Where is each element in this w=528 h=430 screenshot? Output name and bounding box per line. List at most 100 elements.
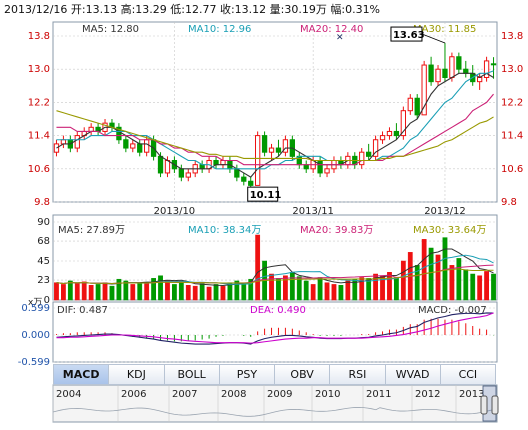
volume-bar <box>116 278 122 301</box>
volume-ma-legend: MA20: 39.83万 <box>300 225 373 236</box>
volume-tick: 68 <box>37 236 50 247</box>
timeline-year-label: 2010 <box>315 389 340 400</box>
volume-bar <box>484 271 489 301</box>
candle-body <box>428 64 434 83</box>
candle-body <box>366 151 372 157</box>
candle-body <box>393 130 400 137</box>
volume-bar <box>220 285 226 301</box>
timeline-year-label: 2008 <box>221 389 246 400</box>
volume-bar <box>324 282 330 301</box>
price-tick-right: 12.2 <box>501 97 523 108</box>
volume-tick: 23 <box>37 275 50 286</box>
volume-tick: 0 <box>44 295 50 306</box>
price-ma30-line <box>56 110 494 162</box>
volume-bar <box>199 283 205 301</box>
candle-body <box>241 176 247 182</box>
tab-macd[interactable]: MACD <box>53 365 110 384</box>
price-tick-right: 9.8 <box>501 197 517 208</box>
candle-body <box>248 180 254 186</box>
volume-bar <box>310 284 316 301</box>
tab-boll[interactable]: BOLL <box>164 365 220 384</box>
candle-body <box>324 168 330 174</box>
price-tick-left: 11.4 <box>28 131 50 142</box>
volume-bar <box>456 258 462 301</box>
timeline-year-label: 2006 <box>121 389 146 400</box>
volume-bar <box>172 284 177 301</box>
price-ma-legend: MA20: 12.40 <box>300 24 363 35</box>
candle-body <box>463 68 469 74</box>
volume-bar <box>276 278 281 301</box>
tab-psy[interactable]: PSY <box>219 365 275 384</box>
volume-bar <box>289 272 295 301</box>
volume-ma-legend: MA30: 33.64万 <box>413 225 486 236</box>
volume-bar <box>67 280 73 301</box>
macd-panel-frame <box>52 301 498 363</box>
volume-bar <box>269 273 274 301</box>
candle-body <box>268 147 275 153</box>
timeline-year-label: 2007 <box>172 389 197 400</box>
macd-legend: MACD: -0.007 <box>418 305 487 316</box>
low-annotation: 10.11 <box>250 190 282 201</box>
volume-bar <box>477 275 483 301</box>
price-tick-right: 13.0 <box>501 64 523 75</box>
volume-bar <box>213 284 219 301</box>
volume-bar <box>435 254 441 301</box>
tab-wvad[interactable]: WVAD <box>385 365 441 384</box>
volume-bar <box>61 284 66 301</box>
candle-body <box>185 172 191 178</box>
volume-bar <box>123 280 129 301</box>
macd-tick: 0.000 <box>21 330 50 341</box>
timeline-right-handle[interactable] <box>491 395 499 415</box>
candle-body <box>303 164 309 170</box>
candle-body <box>372 139 379 157</box>
candle-body <box>407 97 413 112</box>
volume-bar <box>331 284 337 301</box>
volume-bar <box>241 283 247 301</box>
price-tick-left: 13.8 <box>28 31 50 42</box>
candle-body <box>442 68 448 78</box>
timeline-year-label: 2009 <box>267 389 292 400</box>
candle-body <box>379 135 386 141</box>
volume-bar <box>373 273 378 301</box>
candle-body <box>88 126 94 132</box>
volume-bar <box>449 265 455 301</box>
candle-body <box>178 168 184 178</box>
tab-kdj[interactable]: KDJ <box>109 365 165 384</box>
tab-rsi[interactable]: RSI <box>330 365 386 384</box>
price-tick-right: 11.4 <box>501 131 523 142</box>
high-annotation-leader <box>421 33 446 44</box>
price-ma20-line <box>56 93 494 166</box>
timeline-left-handle[interactable] <box>480 395 488 415</box>
candle-body <box>74 135 80 149</box>
price-ma-legend: MA10: 12.96 <box>188 24 251 35</box>
candle-body <box>359 151 365 166</box>
volume-bar <box>317 277 323 301</box>
volume-bar <box>158 275 163 301</box>
date-tick-label: 2013/12 <box>424 206 466 217</box>
volume-bar <box>165 280 170 301</box>
volume-bar <box>234 280 240 301</box>
price-tick-right: 13.8 <box>501 31 523 42</box>
volume-bar <box>81 281 87 301</box>
date-tick-label: 2013/11 <box>292 206 334 217</box>
macd-tick: 0.599 <box>21 303 50 314</box>
volume-bar <box>296 276 302 301</box>
volume-bar <box>338 285 344 301</box>
volume-bar <box>206 286 212 301</box>
tab-obv[interactable]: OBV <box>275 365 331 384</box>
volume-ma-legend: MA10: 38.34万 <box>188 225 261 236</box>
volume-bar <box>151 278 156 301</box>
candle-body <box>261 135 268 153</box>
macd-legend: DEA: 0.490 <box>250 305 306 316</box>
candle-body <box>137 143 143 153</box>
volume-bar <box>400 260 406 301</box>
candle-body <box>456 56 462 70</box>
timeline-frame <box>52 384 498 423</box>
tab-cci[interactable]: CCI <box>440 365 496 384</box>
candle-body <box>199 164 205 170</box>
volume-bar <box>394 277 399 301</box>
candle-body <box>449 56 455 78</box>
candle-body <box>130 143 136 149</box>
price-ma-legend: MA5: 12.80 <box>82 24 139 35</box>
